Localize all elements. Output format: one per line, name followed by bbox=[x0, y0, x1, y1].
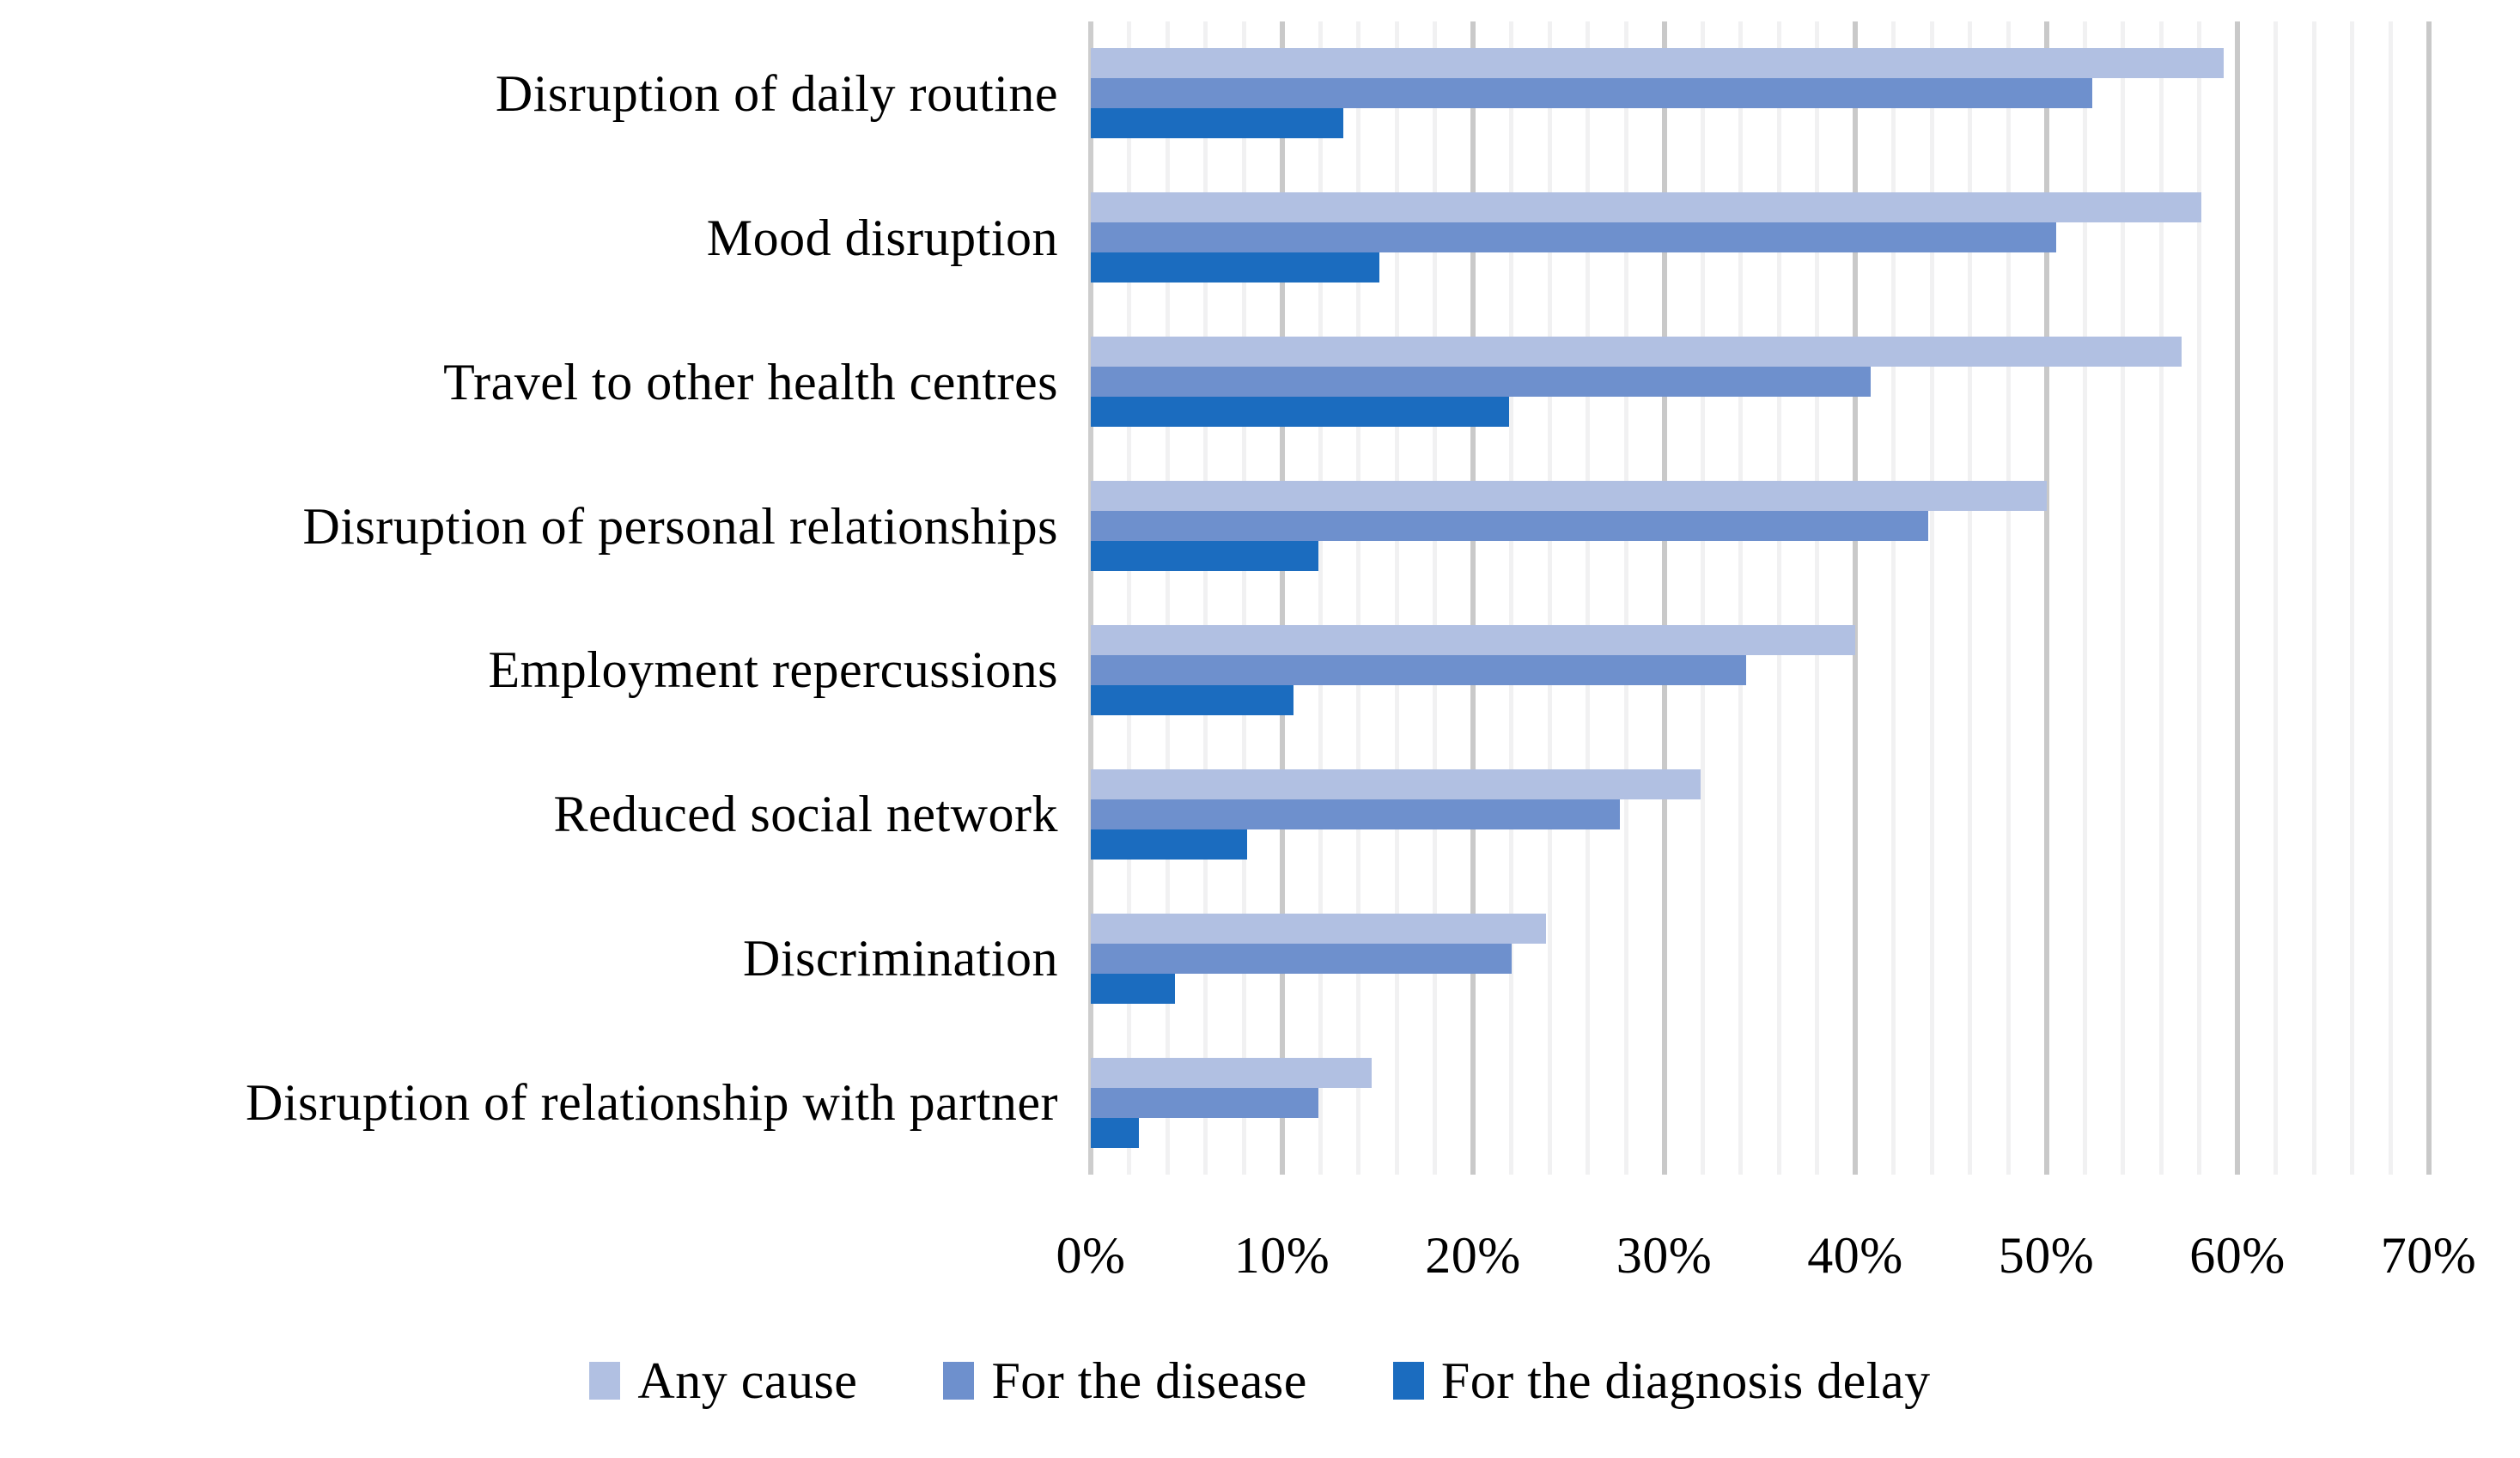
category-label: Mood disruption bbox=[706, 209, 1058, 266]
gridline-minor bbox=[2350, 21, 2354, 1175]
x-tick-label: 70% bbox=[2380, 1227, 2477, 1284]
gridline-minor bbox=[1968, 21, 1972, 1175]
bar-for-the-disease bbox=[1091, 78, 2092, 109]
bar-any-cause bbox=[1091, 913, 1546, 944]
plot-area bbox=[1088, 21, 2432, 1175]
category-label: Discrimination bbox=[743, 930, 1058, 987]
gridline-major bbox=[1279, 21, 1285, 1175]
bar-for-the-disease bbox=[1091, 367, 1871, 398]
gridline-minor bbox=[1394, 21, 1399, 1175]
gridline-minor bbox=[1318, 21, 1323, 1175]
gridline-minor bbox=[1623, 21, 1628, 1175]
gridline-minor bbox=[1891, 21, 1896, 1175]
category-label: Employment repercussions bbox=[488, 641, 1058, 699]
bar-for-the-diagnosis-delay bbox=[1091, 252, 1379, 283]
legend-item-any-cause: Any cause bbox=[589, 1355, 857, 1406]
gridline-minor bbox=[1586, 21, 1590, 1175]
legend-swatch-icon bbox=[1392, 1362, 1424, 1400]
category-label: Travel to other health centres bbox=[443, 353, 1058, 410]
bar-for-the-diagnosis-delay bbox=[1091, 829, 1248, 860]
gridline-minor bbox=[1433, 21, 1437, 1175]
gridline-minor bbox=[2158, 21, 2164, 1175]
axis-line bbox=[1088, 21, 1093, 1175]
gridline-major bbox=[2426, 21, 2432, 1175]
gridline-minor bbox=[1203, 21, 1208, 1175]
bar-any-cause bbox=[1091, 337, 2182, 368]
gridline-minor bbox=[2121, 21, 2125, 1175]
legend: Any cause For the disease For the diagnosi… bbox=[0, 1355, 2520, 1406]
legend-swatch-icon bbox=[943, 1362, 975, 1400]
x-tick-label: 50% bbox=[1998, 1227, 2095, 1284]
bar-any-cause bbox=[1091, 481, 2047, 512]
gridline-minor bbox=[2388, 21, 2393, 1175]
gridline-minor bbox=[1241, 21, 1246, 1175]
bar-for-the-disease bbox=[1091, 1087, 1318, 1118]
gridline-minor bbox=[1356, 21, 1360, 1175]
bar-any-cause bbox=[1091, 768, 1701, 799]
gridline-minor bbox=[1815, 21, 1819, 1175]
bar-for-the-diagnosis-delay bbox=[1091, 684, 1293, 715]
bar-for-the-diagnosis-delay bbox=[1091, 1117, 1139, 1148]
x-tick-label: 0% bbox=[1056, 1227, 1126, 1284]
gridline-major bbox=[1853, 21, 1858, 1175]
bar-for-the-diagnosis-delay bbox=[1091, 108, 1343, 139]
gridline-minor bbox=[1738, 21, 1743, 1175]
legend-item-for-the-diagnosis-delay: For the diagnosis delay bbox=[1392, 1352, 1931, 1409]
x-tick-label: 10% bbox=[1233, 1227, 1330, 1284]
gridline-minor bbox=[1547, 21, 1552, 1175]
gridline-minor bbox=[1929, 21, 1934, 1175]
bar-for-the-diagnosis-delay bbox=[1091, 973, 1175, 1004]
legend-label: For the disease bbox=[991, 1352, 1307, 1409]
x-tick-label: 30% bbox=[1616, 1227, 1713, 1284]
bar-any-cause bbox=[1091, 1057, 1373, 1088]
bar-for-the-diagnosis-delay bbox=[1091, 541, 1318, 572]
x-tick-label: 60% bbox=[2189, 1227, 2286, 1284]
legend-label: Any cause bbox=[637, 1352, 858, 1409]
bar-any-cause bbox=[1091, 192, 2201, 223]
gridline-minor bbox=[1509, 21, 1513, 1175]
bar-for-the-disease bbox=[1091, 511, 1928, 542]
category-label: Disruption of daily routine bbox=[495, 64, 1058, 122]
bar-any-cause bbox=[1091, 624, 1855, 655]
gridline-minor bbox=[2082, 21, 2087, 1175]
legend-label: For the diagnosis delay bbox=[1440, 1352, 1931, 1409]
bar-any-cause bbox=[1091, 48, 2225, 79]
gridline-major bbox=[1470, 21, 1476, 1175]
gridline-minor bbox=[2311, 21, 2316, 1175]
x-tick-label: 40% bbox=[1807, 1227, 1903, 1284]
gridline-minor bbox=[2273, 21, 2278, 1175]
gridline-major bbox=[1661, 21, 1667, 1175]
legend-swatch-icon bbox=[589, 1362, 621, 1400]
gridline-major bbox=[2043, 21, 2049, 1175]
legend-item-for-the-disease: For the disease bbox=[943, 1355, 1306, 1406]
x-tick-label: 20% bbox=[1425, 1227, 1521, 1284]
gridline-minor bbox=[1776, 21, 1781, 1175]
category-label: Reduced social network bbox=[553, 786, 1058, 843]
category-label: Disruption of relationship with partner bbox=[246, 1074, 1058, 1132]
gridline-minor bbox=[2006, 21, 2011, 1175]
bar-for-the-disease bbox=[1091, 799, 1621, 829]
gridline-minor bbox=[2197, 21, 2201, 1175]
gridline-minor bbox=[1165, 21, 1170, 1175]
category-label: Disruption of personal relationships bbox=[302, 497, 1058, 555]
gridline-minor bbox=[1127, 21, 1131, 1175]
bar-for-the-disease bbox=[1091, 943, 1512, 974]
bar-for-the-disease bbox=[1091, 654, 1747, 685]
gridline-minor bbox=[1700, 21, 1705, 1175]
gridline-major bbox=[2235, 21, 2240, 1175]
bar-for-the-disease bbox=[1091, 222, 2056, 253]
bar-for-the-diagnosis-delay bbox=[1091, 397, 1510, 428]
